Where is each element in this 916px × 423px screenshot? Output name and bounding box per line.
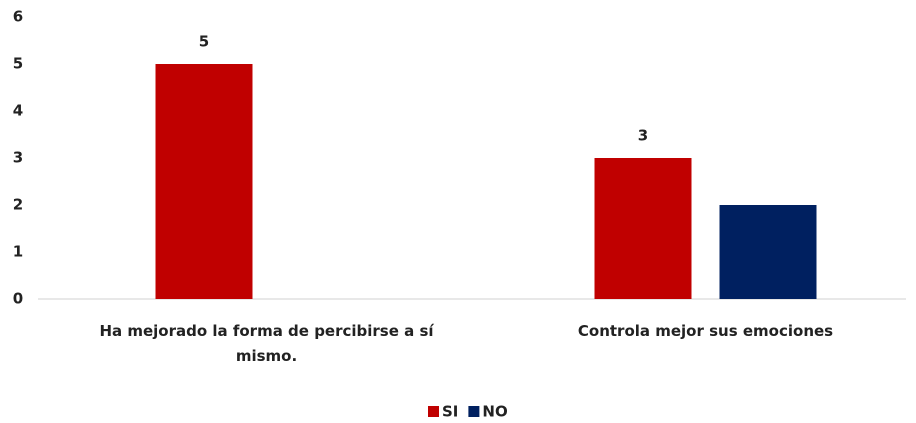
legend: SI NO [428, 403, 508, 421]
y-tick-label: 6 [13, 8, 23, 26]
y-tick-label: 0 [13, 290, 23, 308]
legend-label: SI [442, 403, 458, 421]
x-tick-label: Controla mejor sus emociones [578, 322, 833, 340]
data-label: 3 [638, 127, 648, 145]
y-tick-label: 2 [13, 196, 23, 214]
legend-label: NO [482, 403, 507, 421]
y-tick-label: 5 [13, 55, 23, 73]
y-tick-label: 4 [13, 102, 23, 120]
y-tick-label: 3 [13, 149, 23, 167]
legend-swatch [428, 406, 439, 417]
legend-swatch [468, 406, 480, 417]
data-label: 5 [199, 33, 209, 51]
x-tick-label: Ha mejorado la forma de percibirse a sí m… [99, 322, 434, 365]
y-tick-label: 1 [13, 243, 23, 261]
bar [719, 205, 817, 299]
bar [155, 64, 253, 299]
bar [594, 158, 692, 299]
